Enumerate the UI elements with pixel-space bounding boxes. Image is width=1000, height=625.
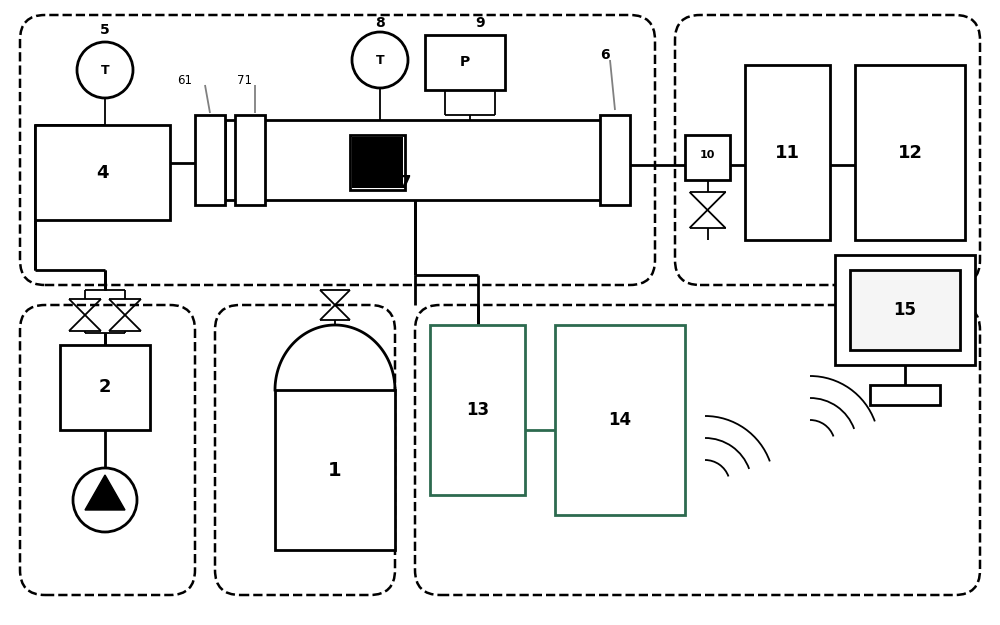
Text: 61: 61 xyxy=(178,74,192,86)
Text: 5: 5 xyxy=(100,23,110,37)
Text: 2: 2 xyxy=(99,379,111,396)
Bar xyxy=(350,135,405,190)
Text: 1: 1 xyxy=(328,461,342,479)
Text: 11: 11 xyxy=(775,144,800,161)
Bar xyxy=(855,65,965,240)
Text: 13: 13 xyxy=(466,401,489,419)
Text: 6: 6 xyxy=(600,48,610,62)
Text: T: T xyxy=(376,54,384,66)
Bar xyxy=(425,35,505,90)
Bar xyxy=(225,120,610,200)
Text: P: P xyxy=(460,55,470,69)
Bar xyxy=(870,385,940,405)
Text: 4: 4 xyxy=(96,164,109,181)
Text: 9: 9 xyxy=(475,16,485,30)
Bar xyxy=(352,137,403,188)
Bar xyxy=(600,115,630,205)
Text: T: T xyxy=(101,64,109,76)
Circle shape xyxy=(73,468,137,532)
Text: 3: 3 xyxy=(100,492,110,508)
Text: 7: 7 xyxy=(399,174,411,192)
Text: 14: 14 xyxy=(608,411,632,429)
Bar xyxy=(275,390,395,550)
Circle shape xyxy=(77,42,133,98)
Text: 15: 15 xyxy=(894,301,916,319)
Bar xyxy=(430,325,525,495)
Bar xyxy=(850,270,960,350)
Bar xyxy=(35,125,170,220)
Bar xyxy=(685,135,730,180)
Text: 10: 10 xyxy=(700,150,715,160)
Bar xyxy=(60,345,150,430)
Polygon shape xyxy=(85,475,125,510)
Bar xyxy=(235,115,265,205)
Circle shape xyxy=(352,32,408,88)
Bar xyxy=(745,65,830,240)
Text: 8: 8 xyxy=(375,16,385,30)
Text: 12: 12 xyxy=(898,144,922,161)
Bar xyxy=(195,115,225,205)
Text: 71: 71 xyxy=(238,74,252,86)
Bar xyxy=(835,255,975,365)
Bar xyxy=(555,325,685,515)
